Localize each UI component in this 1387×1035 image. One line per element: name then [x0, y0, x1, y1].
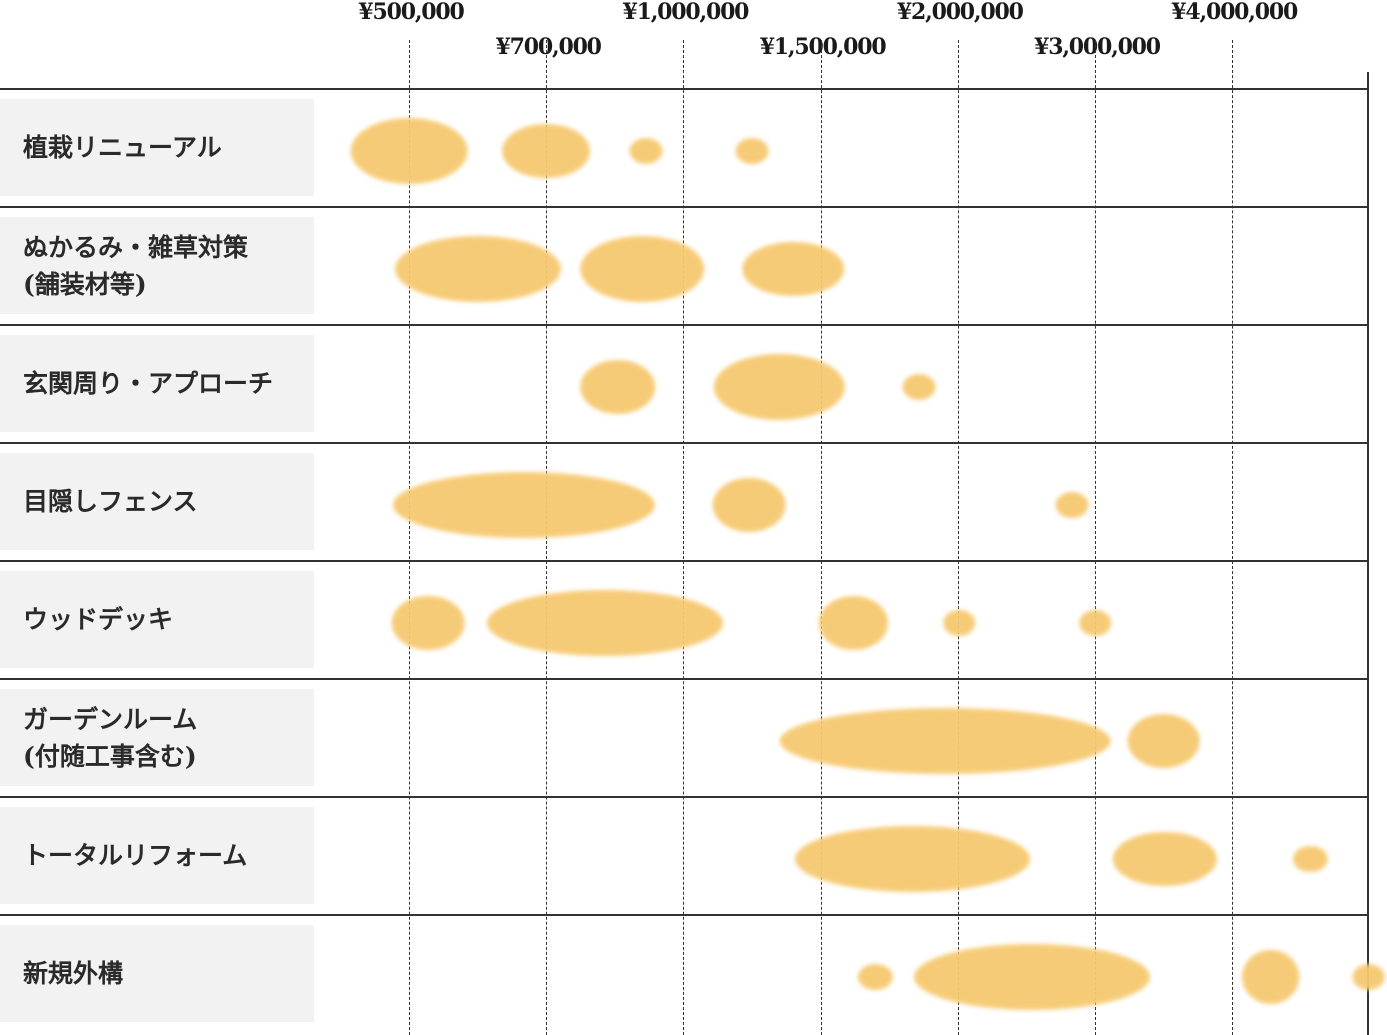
- category-label-box: 玄関周り・アプローチ: [0, 335, 314, 432]
- category-label-box: 新規外構: [0, 925, 314, 1022]
- price-range-bubble: [714, 354, 845, 420]
- x-tick-label: ¥500,000: [358, 0, 464, 25]
- price-range-bubble: [487, 590, 724, 656]
- price-range-bubble: [858, 964, 893, 990]
- x-tick-label: ¥700,000: [495, 34, 602, 60]
- gridline: [409, 40, 410, 1035]
- category-label-box: ガーデンルーム (付随工事含む): [0, 689, 314, 786]
- x-tick-label: ¥2,000,000: [896, 0, 1024, 25]
- price-range-bubble: [712, 478, 786, 532]
- category-label: 新規外構: [23, 959, 124, 988]
- row-separator: [0, 206, 1368, 208]
- price-range-bubble: [1112, 832, 1218, 886]
- gridline: [1232, 40, 1234, 1035]
- price-range-bubble: [1352, 964, 1385, 990]
- price-range-bubble: [902, 374, 936, 400]
- price-range-bubble: [818, 596, 889, 650]
- row-separator: [0, 914, 1368, 916]
- price-range-bubble: [1055, 492, 1089, 518]
- price-range-bubble: [913, 944, 1150, 1010]
- price-range-bubble: [391, 596, 465, 650]
- row-separator: [0, 88, 1368, 90]
- x-tick-label: ¥3,000,000: [1034, 34, 1161, 60]
- category-label: 玄関周り・アプローチ: [23, 369, 274, 398]
- price-range-bubble: [1241, 950, 1300, 1004]
- price-range-bubble: [350, 118, 468, 184]
- row-separator: [0, 560, 1368, 562]
- row-separator: [0, 678, 1368, 680]
- right-axis-line: [1367, 72, 1369, 1035]
- category-label-box: 目隠しフェンス: [0, 453, 314, 550]
- price-range-bubble: [1127, 714, 1200, 768]
- price-range-bubble: [735, 138, 769, 164]
- x-tick-label: ¥1,000,000: [622, 0, 750, 25]
- category-label: トータルリフォーム: [23, 841, 248, 870]
- price-range-bubble: [394, 236, 561, 302]
- price-range-bubble: [1293, 846, 1328, 872]
- price-range-bubble: [794, 826, 1031, 892]
- price-range-bubble: [742, 242, 844, 296]
- x-tick-label: ¥4,000,000: [1171, 0, 1298, 25]
- row-separator: [0, 442, 1368, 444]
- category-label: 植栽リニューアル: [23, 133, 222, 162]
- price-range-bubble: [393, 472, 656, 538]
- category-label: ウッドデッキ: [23, 605, 174, 634]
- category-label-box: 植栽リニューアル: [0, 99, 314, 196]
- price-range-bubble: [780, 708, 1111, 774]
- price-range-bubble: [1079, 610, 1111, 636]
- row-separator: [0, 796, 1368, 798]
- x-tick-label: ¥1,500,000: [759, 34, 887, 60]
- gridline: [1095, 40, 1096, 1035]
- row-separator: [0, 324, 1368, 326]
- price-range-bubble: [502, 124, 591, 178]
- category-label: 目隠しフェンス: [23, 487, 198, 516]
- category-label-box: ぬかるみ・雑草対策 (舗装材等): [0, 217, 314, 314]
- gridline: [957, 40, 959, 1035]
- price-range-bubble: [580, 236, 704, 302]
- gridline: [820, 40, 822, 1035]
- gridline: [683, 40, 685, 1035]
- category-label: ぬかるみ・雑草対策 (舗装材等): [23, 232, 249, 299]
- category-label-box: トータルリフォーム: [0, 807, 314, 904]
- category-label-box: ウッドデッキ: [0, 571, 314, 668]
- price-range-bubble: [579, 360, 656, 414]
- category-label: ガーデンルーム (付随工事含む): [23, 704, 198, 771]
- price-range-bubble: [943, 610, 975, 636]
- price-range-bubble: [629, 138, 663, 164]
